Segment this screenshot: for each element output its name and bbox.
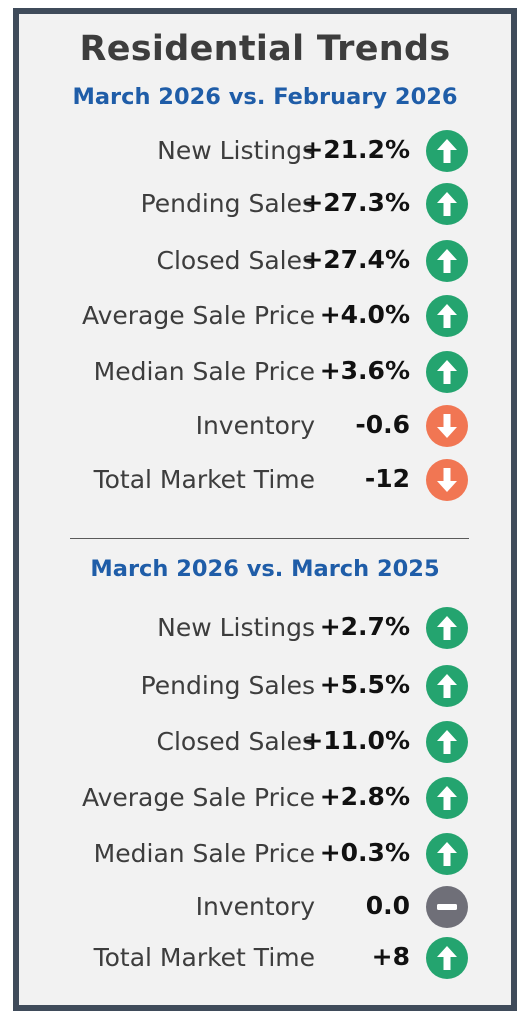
- trend-row-average-sale-price-yoy: Average Sale Price +2.8%: [19, 776, 511, 820]
- trend-row-pending-sales-yoy: Pending Sales +5.5%: [19, 664, 511, 708]
- trend-row-median-sale-price-yoy: Median Sale Price +0.3%: [19, 832, 511, 876]
- trend-row-total-market-time-yoy: Total Market Time +8: [19, 936, 511, 980]
- trend-value: -0.6: [355, 410, 410, 439]
- trend-row-closed-sales-yoy: Closed Sales +11.0%: [19, 720, 511, 764]
- trend-row-pending-sales-mom: Pending Sales +27.3%: [19, 182, 511, 226]
- trend-label: Inventory: [195, 411, 315, 440]
- trend-label: Closed Sales: [156, 246, 315, 275]
- trend-label: Total Market Time: [93, 465, 315, 494]
- arrow-up-icon: [426, 240, 468, 282]
- trend-value: +27.4%: [302, 245, 410, 274]
- trend-row-median-sale-price-mom: Median Sale Price +3.6%: [19, 350, 511, 394]
- trend-value: +2.8%: [319, 782, 410, 811]
- trend-label: Average Sale Price: [81, 301, 315, 330]
- trend-value: +3.6%: [319, 356, 410, 385]
- arrow-up-icon: [426, 833, 468, 875]
- trend-row-average-sale-price-mom: Average Sale Price +4.0%: [19, 294, 511, 338]
- trend-label: Total Market Time: [93, 943, 315, 972]
- section-heading-month-over-month: March 2026 vs. February 2026: [72, 84, 458, 110]
- arrow-up-icon: [426, 721, 468, 763]
- trend-label: Pending Sales: [140, 189, 315, 218]
- trend-row-total-market-time-mom: Total Market Time -12: [19, 458, 511, 502]
- section-heading-year-over-year: March 2026 vs. March 2025: [90, 556, 440, 582]
- trend-row-new-listings-mom: New Listings +21.2%: [19, 129, 511, 173]
- trend-label: Median Sale Price: [93, 839, 315, 868]
- arrow-up-icon: [426, 665, 468, 707]
- arrow-up-icon: [426, 130, 468, 172]
- trend-value: -12: [364, 464, 410, 493]
- trend-label: Average Sale Price: [81, 783, 315, 812]
- arrow-up-icon: [426, 937, 468, 979]
- arrow-down-icon: [426, 459, 468, 501]
- arrow-down-icon: [426, 405, 468, 447]
- arrow-up-icon: [426, 183, 468, 225]
- arrow-up-icon: [426, 607, 468, 649]
- minus-icon: [426, 886, 468, 928]
- arrow-up-icon: [426, 351, 468, 393]
- trend-value: 0.0: [365, 891, 410, 920]
- card-title: Residential Trends: [79, 29, 451, 69]
- arrow-up-icon: [426, 777, 468, 819]
- trend-row-inventory-yoy: Inventory 0.0: [19, 885, 511, 929]
- trend-label: New Listings: [157, 613, 315, 642]
- trend-value: +5.5%: [319, 670, 410, 699]
- trend-value: +4.0%: [319, 300, 410, 329]
- trend-row-closed-sales-mom: Closed Sales +27.4%: [19, 239, 511, 283]
- trend-label: Closed Sales: [156, 727, 315, 756]
- trend-label: New Listings: [157, 136, 315, 165]
- trend-value: +0.3%: [319, 838, 410, 867]
- trend-value: +27.3%: [302, 188, 410, 217]
- trend-value: +11.0%: [302, 726, 410, 755]
- trend-row-new-listings-yoy: New Listings +2.7%: [19, 606, 511, 650]
- trend-label: Inventory: [195, 892, 315, 921]
- trend-label: Pending Sales: [140, 671, 315, 700]
- arrow-up-icon: [426, 295, 468, 337]
- trend-row-inventory-mom: Inventory -0.6: [19, 404, 511, 448]
- trend-value: +8: [371, 942, 410, 971]
- section-divider: [70, 538, 469, 539]
- residential-trends-card: Residential Trends March 2026 vs. Februa…: [13, 8, 517, 1011]
- trend-value: +21.2%: [302, 135, 410, 164]
- trend-value: +2.7%: [319, 612, 410, 641]
- trend-label: Median Sale Price: [93, 357, 315, 386]
